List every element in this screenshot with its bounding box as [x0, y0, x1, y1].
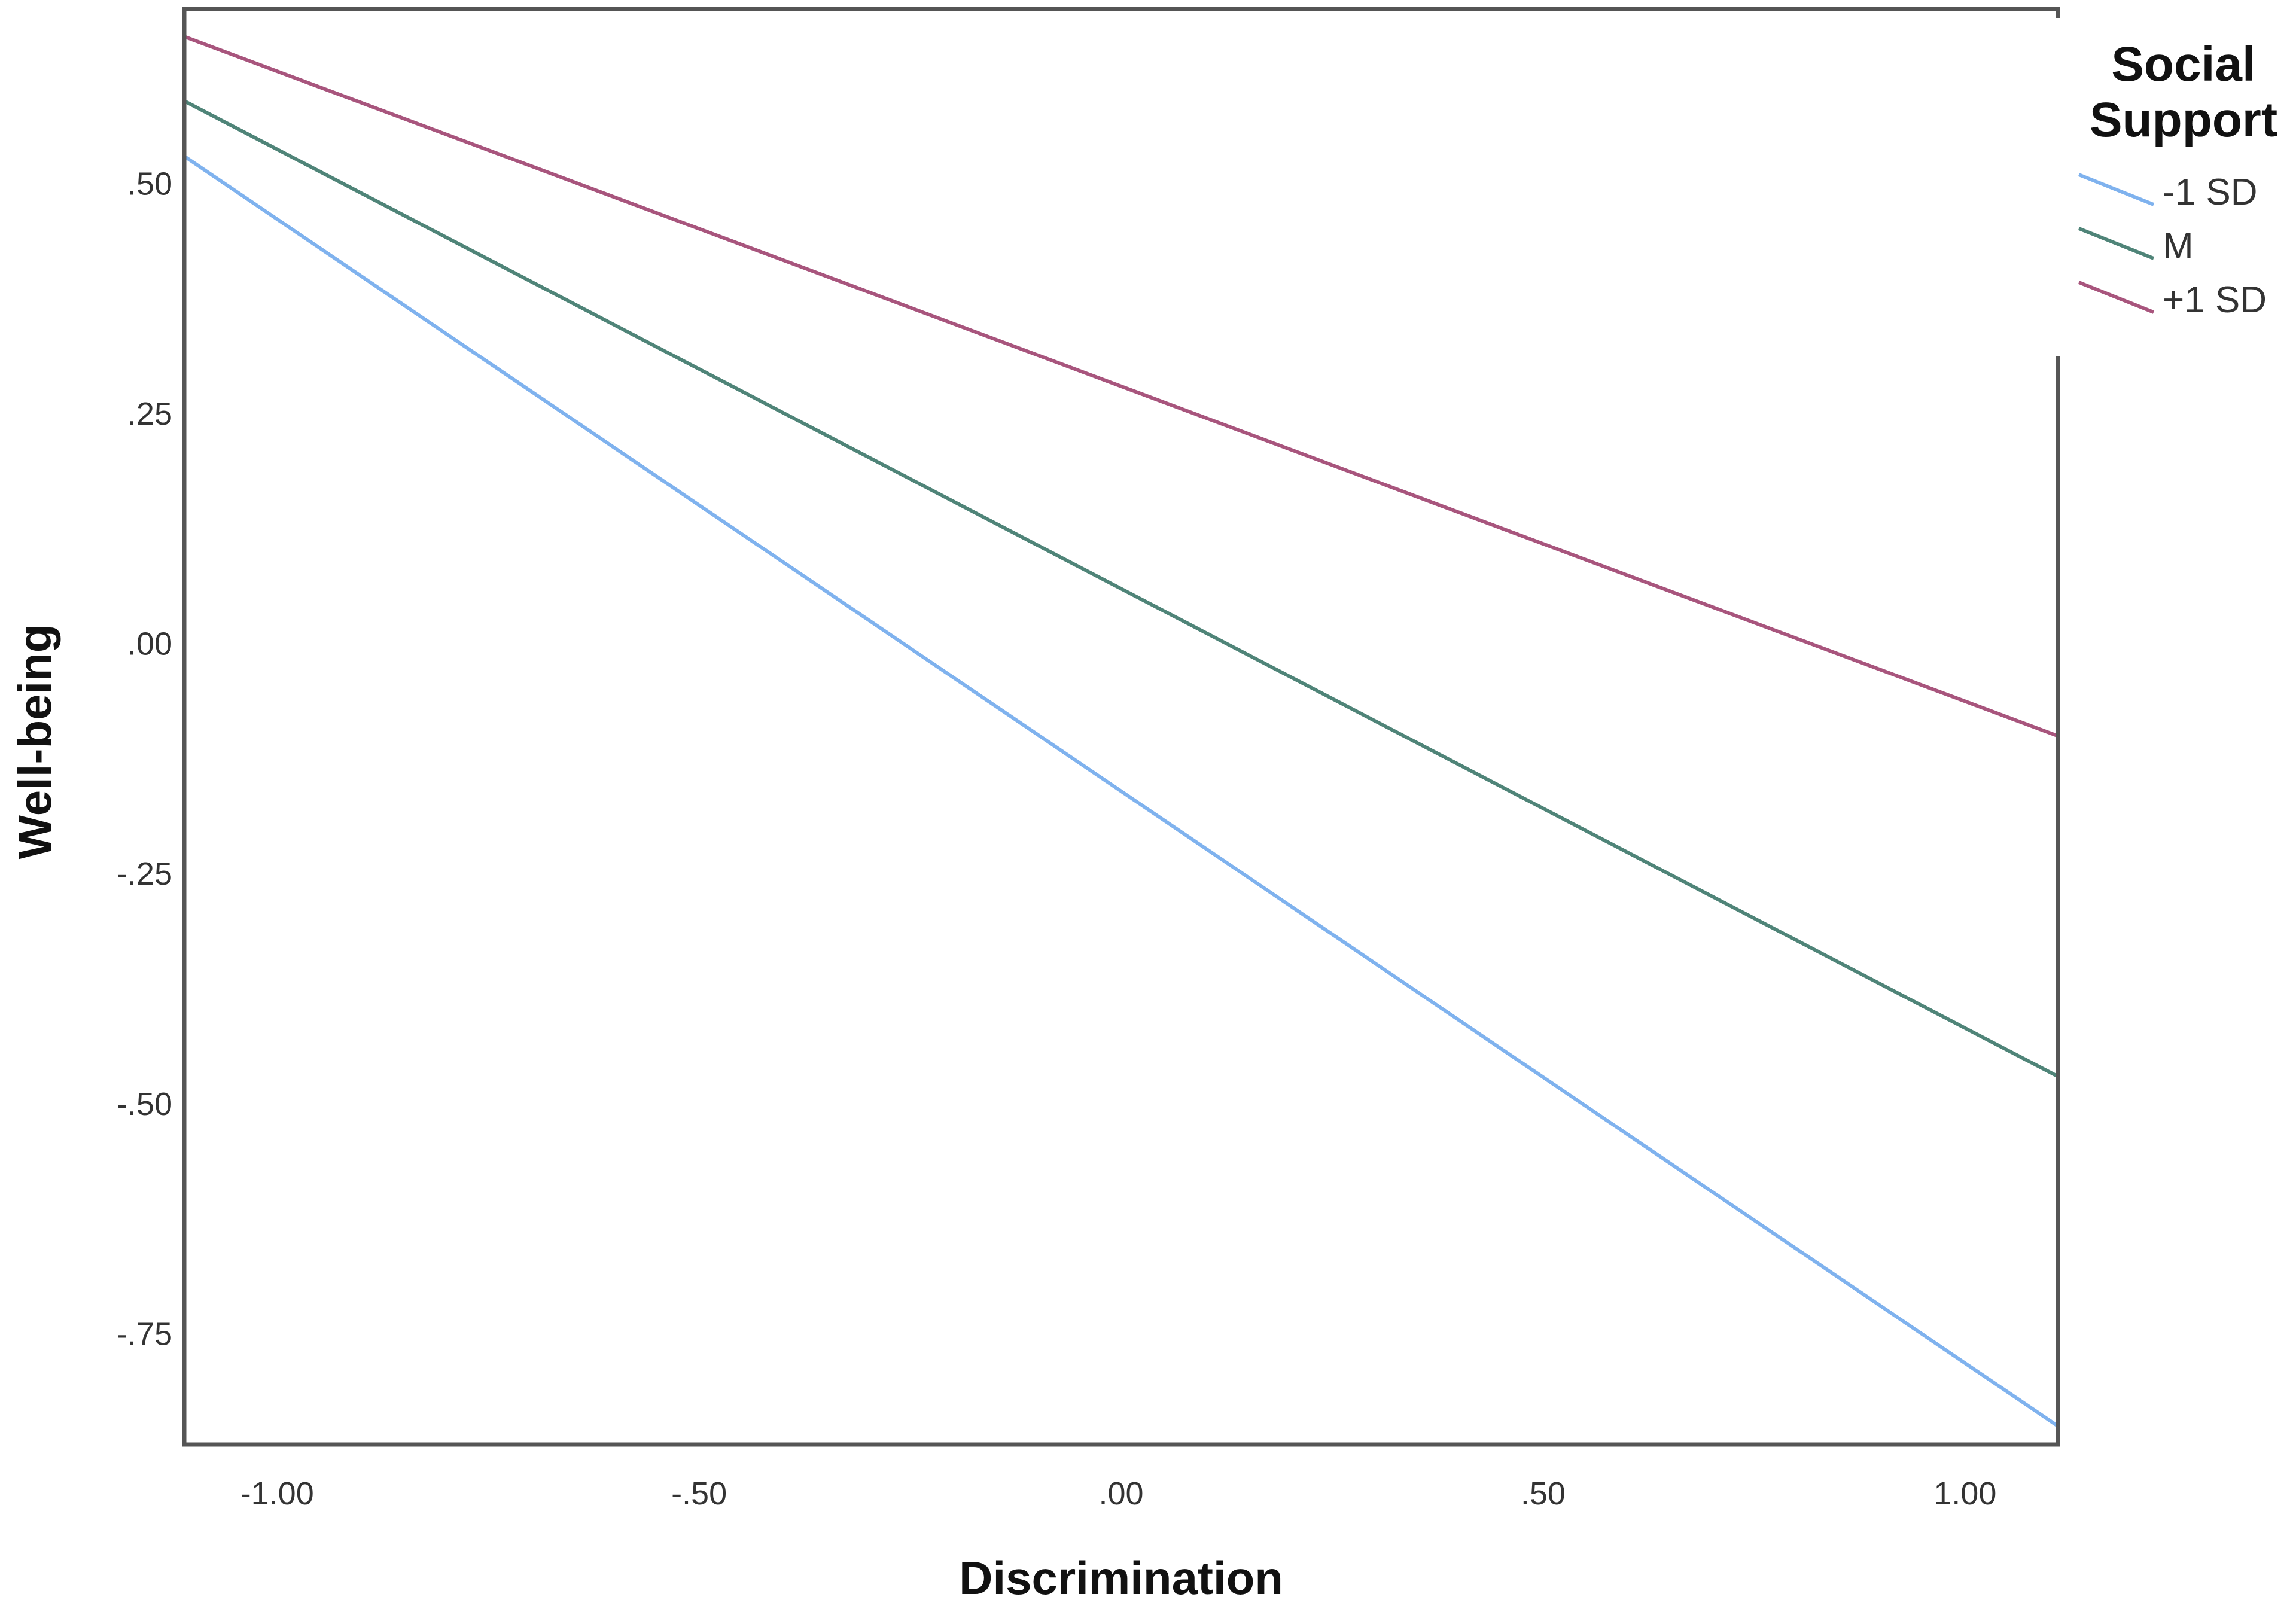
- legend-label-2: +1 SD: [2163, 279, 2267, 321]
- x-axis-ticks: -1.00 -.50 .00 .50 1.00: [240, 1476, 1997, 1512]
- x-tick-label: 1.00: [1933, 1476, 1996, 1512]
- legend-items: -1 SD M +1 SD: [2078, 172, 2267, 321]
- x-axis-title: Discrimination: [959, 1552, 1283, 1604]
- legend-title-line-1: Social: [2111, 37, 2256, 92]
- legend-title-line-2: Support: [2090, 93, 2277, 147]
- x-tick-label: .00: [1098, 1476, 1143, 1512]
- series-line-1: [183, 99, 2059, 1078]
- y-axis-ticks: .50 .25 .00 -.25 -.50 -.75: [117, 166, 172, 1352]
- legend-swatch-1: [2078, 227, 2155, 260]
- y-tick-label: .25: [127, 396, 172, 432]
- y-tick-label: .00: [127, 626, 172, 662]
- legend-label-1: M: [2163, 225, 2194, 267]
- legend-box: [2054, 18, 2296, 356]
- y-tick-label: .50: [127, 166, 172, 202]
- legend-label-0: -1 SD: [2163, 172, 2257, 213]
- x-tick-label: -1.00: [240, 1476, 314, 1512]
- legend-swatch-0: [2078, 173, 2155, 206]
- y-tick-label: -.25: [117, 856, 172, 892]
- plot-background: [184, 9, 2058, 1445]
- x-tick-label: .50: [1521, 1476, 1566, 1512]
- y-tick-label: -.75: [117, 1316, 172, 1352]
- plot-frame: [182, 7, 2060, 1447]
- series-line-0: [183, 154, 2059, 1428]
- x-tick-label: -.50: [671, 1476, 727, 1512]
- y-axis-title: Well-being: [8, 624, 61, 860]
- series-layer: [183, 35, 2059, 1428]
- y-tick-label: -.50: [117, 1086, 172, 1122]
- series-line-2: [183, 35, 2059, 738]
- legend: Social Support -1 SD M +1 SD: [2054, 18, 2296, 356]
- legend-swatch-2: [2078, 281, 2155, 314]
